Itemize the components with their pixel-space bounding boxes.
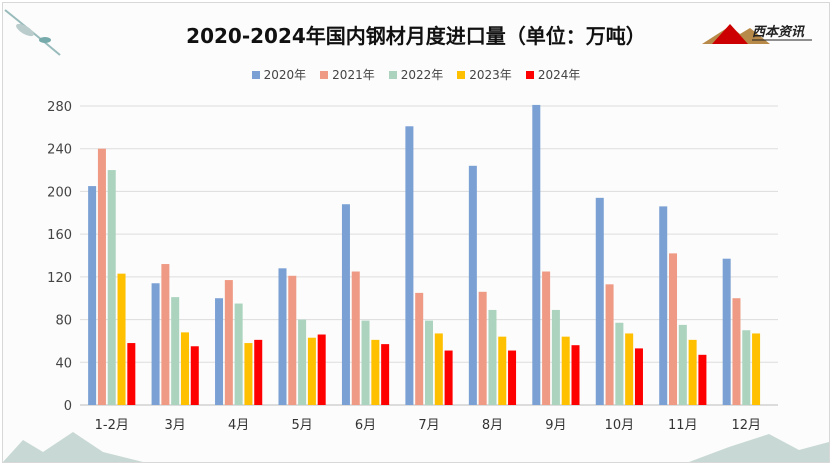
- bar-2022年-8月: [488, 309, 497, 405]
- bar-2024年-3月: [190, 346, 199, 405]
- bar-2024年-11月: [698, 354, 707, 405]
- bar-2022年-4月: [234, 303, 243, 405]
- bar-2022年-9月: [551, 309, 560, 405]
- decorative-branch-top-left: [4, 9, 61, 56]
- x-tick-label: 9月: [545, 418, 566, 433]
- x-tick-label: 4月: [228, 418, 249, 433]
- legend-item-3: 2023年: [457, 66, 512, 83]
- legend-item-1: 2021年: [320, 66, 375, 83]
- bar-2024年-10月: [634, 348, 643, 405]
- legend-swatch: [251, 71, 260, 79]
- legend-label: 2020年: [263, 68, 307, 82]
- bar-2024年-1-2月: [127, 343, 136, 405]
- x-tick-label: 6月: [355, 418, 376, 433]
- chart-legend: 2020年 2021年 2022年 2023年 2024年: [0, 66, 832, 83]
- bar-2023年-12月: [752, 333, 761, 405]
- bar-2020年-5月: [278, 268, 287, 405]
- bar-2020年-7月: [405, 126, 414, 406]
- bar-2022年-12月: [742, 330, 751, 405]
- y-tick-label: 200: [47, 185, 72, 200]
- x-tick-label: 7月: [418, 418, 439, 433]
- bar-2023年-11月: [688, 339, 697, 405]
- legend-label: 2024年: [537, 68, 581, 82]
- bar-2023年-4月: [244, 343, 253, 405]
- bar-2022年-1-2月: [107, 170, 116, 405]
- bar-2021年-11月: [669, 253, 678, 405]
- y-tick-label: 240: [47, 143, 72, 158]
- y-tick-label: 80: [55, 314, 72, 329]
- decorative-mountains-bottom-left: [3, 432, 143, 462]
- bar-2022年-5月: [298, 319, 307, 405]
- bar-2020年-10月: [595, 197, 604, 405]
- bar-2021年-12月: [732, 298, 741, 405]
- legend-label: 2023年: [469, 68, 512, 82]
- bar-2021年-9月: [542, 271, 551, 405]
- bar-2020年-4月: [215, 298, 224, 405]
- legend-label: 2022年: [400, 68, 444, 82]
- bar-2021年-1-2月: [97, 148, 106, 405]
- bar-2023年-7月: [434, 333, 443, 405]
- bar-2021年-8月: [478, 291, 487, 405]
- decorative-mountains-bottom-right: [689, 434, 829, 462]
- y-tick-label: 0: [64, 399, 72, 414]
- bar-2022年-10月: [615, 322, 624, 405]
- legend-item-0: 2020年: [251, 66, 307, 83]
- xiben-logo: 西本资讯: [700, 18, 815, 48]
- bar-2020年-3月: [151, 283, 160, 405]
- bar-2024年-6月: [381, 344, 390, 405]
- bar-2023年-1-2月: [117, 273, 126, 405]
- bar-2024年-9月: [571, 345, 580, 405]
- y-tick-label: 160: [47, 228, 72, 243]
- bar-2022年-11月: [678, 324, 687, 405]
- bar-2021年-3月: [161, 264, 170, 405]
- x-tick-label: 3月: [165, 418, 186, 433]
- legend-swatch: [525, 71, 534, 79]
- legend-item-4: 2024年: [525, 66, 581, 83]
- x-tick-label: 8月: [482, 418, 503, 433]
- bar-2021年-7月: [415, 292, 424, 405]
- bar-2023年-10月: [625, 333, 634, 405]
- bar-2022年-6月: [361, 320, 370, 405]
- bar-2020年-1-2月: [88, 186, 97, 405]
- bar-2023年-5月: [307, 337, 316, 405]
- bar-2020年-12月: [722, 258, 731, 405]
- bar-2021年-6月: [351, 271, 360, 405]
- bar-2020年-9月: [532, 104, 541, 406]
- x-tick-label: 1-2月: [95, 418, 129, 433]
- bar-2021年-5月: [288, 275, 297, 405]
- bar-2021年-10月: [605, 284, 614, 405]
- bar-2023年-3月: [180, 332, 189, 405]
- svg-text:西本资讯: 西本资讯: [752, 24, 805, 40]
- bar-2020年-11月: [659, 206, 668, 405]
- bar-2023年-9月: [561, 336, 570, 405]
- legend-item-2: 2022年: [388, 66, 444, 83]
- x-tick-label: 12月: [731, 418, 761, 433]
- legend-swatch: [388, 71, 397, 79]
- legend-label: 2021年: [332, 68, 375, 82]
- bar-2021年-4月: [224, 280, 233, 405]
- bar-2023年-8月: [498, 336, 507, 405]
- bar-2023年-6月: [371, 339, 380, 405]
- x-tick-label: 10月: [605, 418, 635, 433]
- x-tick-label: 11月: [668, 418, 698, 433]
- bar-2024年-7月: [444, 350, 453, 405]
- x-tick-label: 5月: [291, 418, 312, 433]
- bar-2020年-8月: [468, 165, 477, 405]
- bar-2022年-7月: [425, 320, 433, 405]
- legend-swatch: [320, 71, 329, 79]
- y-tick-label: 40: [55, 356, 72, 371]
- bar-2024年-8月: [508, 350, 517, 405]
- y-tick-label: 280: [47, 100, 72, 115]
- y-tick-label: 120: [47, 271, 72, 286]
- legend-swatch: [457, 71, 466, 79]
- bar-2024年-4月: [254, 339, 263, 405]
- bar-2022年-3月: [171, 297, 180, 405]
- bar-2020年-6月: [341, 204, 350, 405]
- bar-2024年-5月: [317, 334, 326, 405]
- chart-title: 2020-2024年国内钢材月度进口量（单位：万吨）: [186, 24, 646, 48]
